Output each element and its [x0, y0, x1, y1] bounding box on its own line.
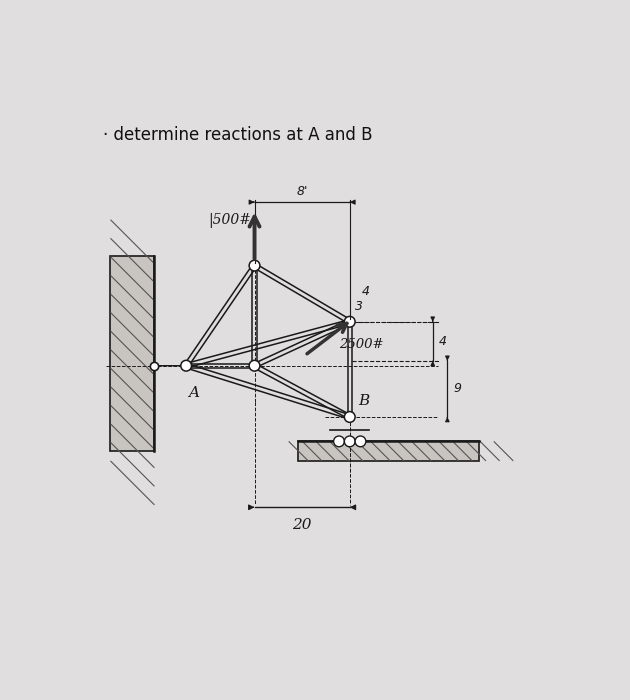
Circle shape	[355, 436, 366, 447]
Text: 20: 20	[292, 518, 312, 532]
Circle shape	[249, 260, 260, 271]
Text: |500#: |500#	[208, 213, 251, 228]
Circle shape	[345, 412, 355, 422]
Text: 4: 4	[438, 335, 447, 348]
Text: · determine reactions at A and B: · determine reactions at A and B	[103, 127, 373, 144]
Bar	[110, 256, 154, 452]
Text: A: A	[188, 386, 200, 400]
Text: 8': 8'	[297, 186, 308, 198]
Circle shape	[345, 316, 355, 327]
Circle shape	[345, 436, 355, 447]
Bar	[299, 442, 479, 461]
Text: B: B	[358, 394, 370, 408]
Text: 4: 4	[362, 285, 370, 298]
Circle shape	[181, 360, 192, 371]
Text: 2500#: 2500#	[339, 338, 384, 351]
Text: 9: 9	[453, 382, 461, 396]
Circle shape	[334, 436, 345, 447]
Text: 3: 3	[355, 300, 363, 313]
Circle shape	[249, 360, 260, 371]
